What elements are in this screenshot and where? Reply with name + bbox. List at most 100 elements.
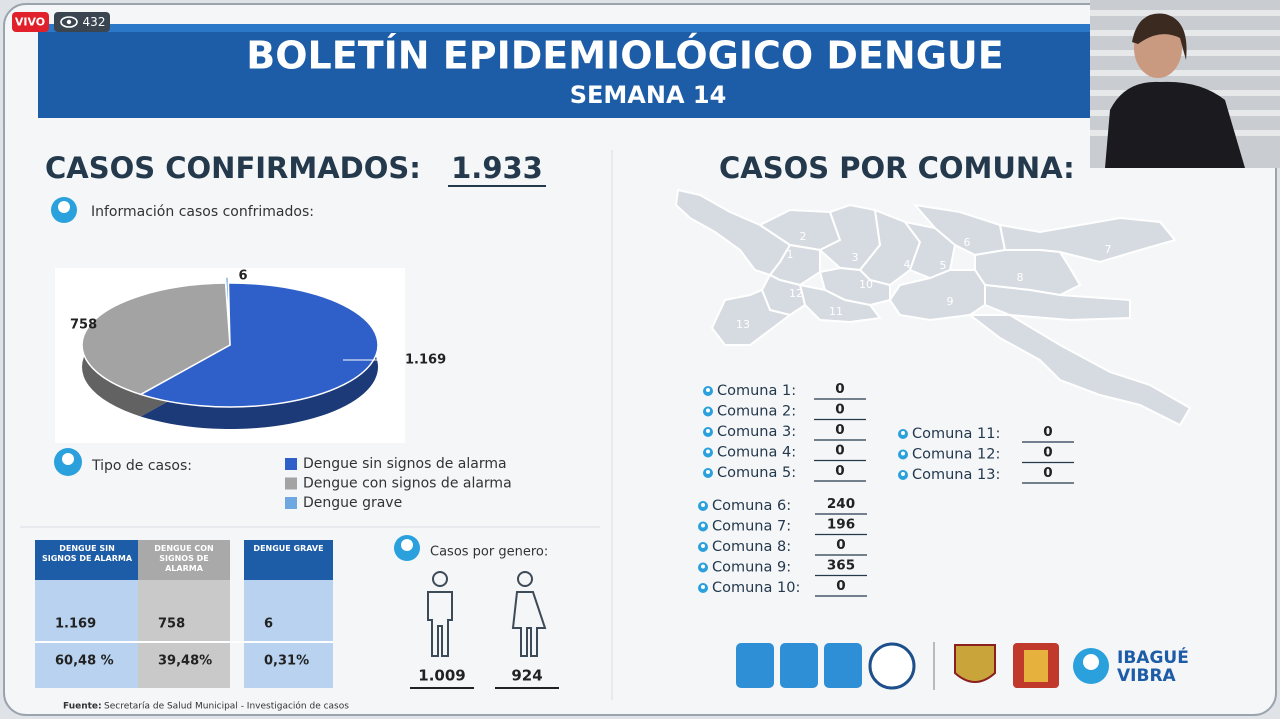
bullet-dot [706,429,710,433]
music-logo-inner [1024,650,1048,682]
map-area [798,283,882,324]
viewer-count: 432 [83,15,106,29]
header-subtitle: SEMANA 14 [570,81,727,109]
map-label: 13 [736,318,750,331]
legend-icon-dot [62,453,74,465]
pie-value-label: 1.169 [405,353,446,368]
table-body-cell [35,580,139,688]
comuna-list: Comuna 1: 0 Comuna 2: 0 Comuna 3: 0 Comuna 4: 0… [698,381,1074,597]
table-count: 6 [264,617,273,632]
bullet-dot [706,388,710,392]
bullet-dot [706,449,710,454]
live-badge [12,12,49,32]
summary-table: DENGUE SIN SIGNOS DE ALARMA 1.169 60,48 % D… [35,540,333,688]
bullet-dot [901,451,905,456]
coat-of-arms [954,644,996,683]
map-area [967,314,1192,427]
map-area [984,283,1131,322]
bullet-dot [701,503,705,507]
confirmed-label: CASOS CONFIRMADOS: [45,151,421,185]
male-figure [427,571,453,657]
comuna-value: 0 [836,537,845,553]
table-body-cell [138,580,230,688]
map-label: 3 [852,251,859,264]
comuna-label: Comuna 12: [912,447,1000,463]
comuna-label: Comuna 8: [712,539,791,555]
bullet-dot [706,408,710,413]
map-label: 1 [787,248,794,261]
map-label: 2 [800,230,807,243]
pie-slice [138,282,379,408]
comuna-value: 0 [836,578,845,594]
map-label: 9 [947,295,954,308]
legend-label: Dengue con signos de alarma [303,476,512,492]
info-label: Información casos confrimados: [91,204,314,220]
legend-label: Dengue grave [303,495,402,511]
certification-logos: IBAGUÉ VIBRA [736,642,1189,690]
comunas-title: CASOS POR COMUNA: [719,151,1075,185]
comuna-value: 0 [835,463,844,479]
comuna-value: 0 [835,422,844,438]
cert-logo [780,643,818,688]
legend-label: Dengue sin signos de alarma [303,456,507,472]
interpreter-body [1105,81,1245,168]
eye-icon [60,16,78,28]
map-label: 12 [789,287,803,300]
confirmed-value: 1.933 [451,151,543,185]
legend: Dengue sin signos de alarma Dengue con si… [285,456,512,511]
table-header-wrap: DENGUE GRAVE [253,544,324,553]
map-label: 10 [859,278,873,291]
table-body-cell [244,580,333,688]
source-label: Fuente: [63,702,102,712]
cert-logo [736,643,774,688]
comuna-label: Comuna 1: [717,383,796,399]
legend-swatch [285,497,297,509]
comuna-value: 196 [827,517,855,533]
comuna-label: Comuna 10: [712,580,800,596]
female-figure [511,571,547,657]
table-percent: 60,48 % [55,654,114,669]
table-header-wrap: DENGUE CON SIGNOS DE ALARMA [154,544,214,573]
map-area [710,288,793,346]
brand-icon-dot [1083,654,1099,670]
slide [3,3,1277,716]
table-header-cell [35,540,139,580]
pie-value-label: 758 [70,318,97,333]
header-banner [38,24,1108,118]
table-header: DENGUE GRAVE [253,544,324,553]
gender-title: Casos por genero: [430,545,548,560]
comuna-value: 365 [827,558,855,574]
interpreter-hair [1132,13,1187,60]
female-count: 924 [511,667,542,685]
comuna-label: Comuna 6: [712,498,791,514]
table-header-cell [244,540,333,580]
bullet-dot [701,585,705,589]
brand-line2: VIBRA [1117,666,1177,686]
map-label: 5 [940,259,947,272]
comuna-label: Comuna 13: [912,467,1000,483]
comuna-label: Comuna 5: [717,465,796,481]
comuna-value: 0 [1043,424,1052,440]
table-header-wrap: DENGUE SIN SIGNOS DE ALARMA [41,544,133,563]
male-count: 1.009 [418,667,465,685]
table-count: 758 [158,617,185,632]
table-percent: 0,31% [264,654,309,669]
pie-chart: 1.169 758 6 [70,269,446,430]
bullet-dot [701,564,705,569]
cert-seal [868,642,916,690]
table-header: DENGUE SIN SIGNOS DE ALARMA [41,544,133,563]
gender-icon-dot [401,539,413,551]
brand-line1: IBAGUÉ [1117,646,1189,668]
table-header: DENGUE CON SIGNOS DE ALARMA [154,544,214,573]
cert-logo [824,643,862,688]
bullet-dot [901,431,905,435]
map-label: 7 [1105,243,1112,256]
pie-slice [81,282,231,396]
live-label: VIVO [15,16,45,29]
map-label: 11 [829,305,843,318]
table-percent: 39,48% [158,654,212,669]
legend-swatch [285,477,297,490]
comuna-value: 0 [835,402,844,418]
